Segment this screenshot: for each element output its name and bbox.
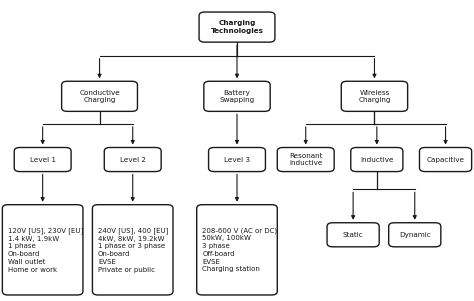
FancyBboxPatch shape: [204, 81, 270, 111]
Text: Battery
Swapping: Battery Swapping: [219, 90, 255, 103]
Text: Static: Static: [343, 232, 364, 238]
FancyBboxPatch shape: [341, 81, 408, 111]
Text: Dynamic: Dynamic: [399, 232, 430, 238]
FancyBboxPatch shape: [389, 223, 441, 247]
Text: Resonant
inductive: Resonant inductive: [289, 153, 322, 166]
Text: Conductive
Charging: Conductive Charging: [79, 90, 120, 103]
FancyBboxPatch shape: [419, 147, 472, 172]
FancyBboxPatch shape: [351, 147, 403, 172]
Text: Level 3: Level 3: [224, 157, 250, 163]
FancyBboxPatch shape: [197, 205, 277, 295]
Text: Level 1: Level 1: [30, 157, 55, 163]
Text: 240V [US], 400 [EU]
4kW, 8kW, 19.2kW
1 phase or 3 phase
On-board
EVSE
Private or: 240V [US], 400 [EU] 4kW, 8kW, 19.2kW 1 p…: [98, 227, 168, 273]
Text: Level 2: Level 2: [120, 157, 146, 163]
FancyBboxPatch shape: [209, 147, 265, 172]
Text: 208-600 V (AC or DC)
50kW, 100kW
3 phase
Off-board
EVSE
Charging station: 208-600 V (AC or DC) 50kW, 100kW 3 phase…: [202, 227, 277, 272]
Text: Charging
Technologies: Charging Technologies: [210, 20, 264, 34]
FancyBboxPatch shape: [327, 223, 379, 247]
Text: Inductive: Inductive: [360, 157, 393, 163]
FancyBboxPatch shape: [104, 147, 161, 172]
FancyBboxPatch shape: [14, 147, 71, 172]
FancyBboxPatch shape: [199, 12, 275, 42]
FancyBboxPatch shape: [277, 147, 334, 172]
FancyBboxPatch shape: [62, 81, 137, 111]
FancyBboxPatch shape: [92, 205, 173, 295]
Text: Capacitive: Capacitive: [427, 157, 465, 163]
Text: 120V [US], 230V [EU]
1.4 kW, 1.9kW
1 phase
On-board
Wall outlet
Home or work: 120V [US], 230V [EU] 1.4 kW, 1.9kW 1 pha…: [8, 227, 83, 273]
Text: Wireless
Charging: Wireless Charging: [358, 90, 391, 103]
FancyBboxPatch shape: [2, 205, 83, 295]
